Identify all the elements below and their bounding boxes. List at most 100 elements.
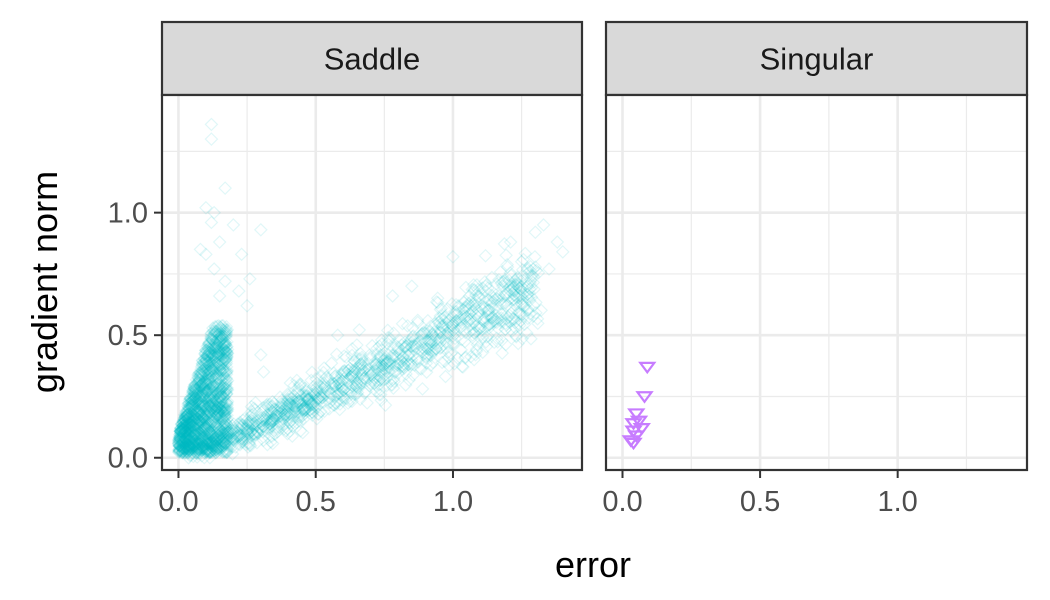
- data-point: [210, 400, 224, 415]
- data-point: [206, 384, 220, 399]
- data-point: [186, 380, 201, 394]
- data-point: [216, 400, 231, 415]
- data-point: [193, 406, 207, 420]
- data-point: [190, 445, 204, 460]
- data-point: [208, 439, 222, 454]
- data-point: [211, 408, 226, 423]
- data-point: [217, 409, 232, 424]
- data-point: [215, 323, 230, 338]
- data-point: [173, 427, 188, 441]
- data-point: [190, 421, 205, 436]
- data-point: [179, 408, 194, 422]
- data-point: [208, 415, 223, 430]
- data-point: [195, 405, 210, 419]
- data-point: [173, 432, 188, 447]
- data-point: [204, 354, 219, 369]
- data-point: [176, 419, 190, 433]
- data-point: [207, 404, 222, 419]
- data-point: [199, 357, 214, 372]
- data-point: [196, 422, 211, 436]
- data-point: [220, 396, 234, 410]
- data-point: [216, 387, 231, 401]
- data-point: [216, 344, 231, 359]
- data-point: [178, 413, 193, 428]
- data-point: [202, 355, 216, 370]
- data-point: [184, 429, 198, 444]
- data-point: [177, 441, 192, 455]
- data-point: [186, 437, 201, 452]
- data-point: [209, 442, 223, 457]
- data-point: [208, 397, 223, 412]
- data-point: [216, 347, 231, 362]
- data-point: [198, 374, 212, 389]
- data-point: [214, 399, 229, 414]
- data-point: [195, 412, 209, 427]
- data-point: [183, 409, 197, 424]
- data-point: [196, 426, 211, 441]
- data-point: [192, 383, 206, 398]
- data-point: [208, 324, 223, 339]
- data-point: [216, 379, 231, 394]
- data-point: [195, 369, 210, 384]
- data-point: [207, 354, 222, 369]
- data-point: [174, 444, 189, 459]
- data-point: [196, 389, 211, 404]
- data-point: [189, 382, 204, 396]
- data-point: [190, 404, 205, 419]
- data-point: [210, 392, 225, 406]
- data-point: [196, 424, 211, 438]
- data-point: [212, 346, 227, 361]
- data-point: [178, 426, 193, 441]
- data-point: [219, 430, 234, 444]
- data-point: [176, 441, 191, 456]
- data-point: [193, 416, 208, 430]
- data-point: [213, 348, 227, 362]
- data-point: [197, 399, 211, 414]
- data-point: [201, 415, 216, 429]
- data-point: [200, 384, 215, 399]
- data-point: [180, 427, 195, 441]
- data-point: [206, 385, 220, 400]
- data-point: [185, 418, 200, 433]
- data-point: [211, 344, 226, 359]
- data-point: [186, 407, 201, 422]
- data-point: [207, 337, 221, 352]
- data-point: [198, 382, 212, 396]
- data-point: [216, 444, 230, 459]
- data-point: [198, 383, 212, 398]
- data-point: [193, 404, 208, 419]
- data-point: [195, 433, 210, 448]
- data-point: [175, 422, 190, 436]
- data-point: [190, 443, 204, 458]
- data-point: [215, 330, 230, 344]
- data-point: [210, 394, 225, 408]
- data-point: [185, 412, 200, 426]
- data-point: [213, 439, 227, 454]
- data-point: [193, 370, 208, 385]
- data-point: [220, 398, 235, 412]
- data-point: [218, 423, 233, 438]
- data-point: [179, 439, 194, 454]
- data-point: [200, 426, 214, 441]
- data-point: [214, 382, 229, 397]
- data-point: [199, 378, 214, 393]
- data-point: [183, 413, 198, 427]
- data-point: [178, 414, 193, 429]
- data-point: [189, 444, 204, 459]
- data-point: [191, 427, 206, 442]
- data-point: [172, 431, 187, 446]
- data-point: [213, 433, 228, 448]
- data-point: [215, 332, 229, 346]
- data-point: [189, 372, 204, 387]
- data-point: [211, 442, 226, 457]
- data-point: [219, 344, 234, 359]
- data-point: [211, 439, 226, 453]
- data-point: [219, 380, 233, 395]
- data-point: [213, 436, 227, 451]
- data-point: [201, 445, 216, 459]
- data-point: [193, 408, 208, 422]
- data-point: [172, 427, 187, 442]
- data-point: [219, 366, 233, 380]
- data-point: [206, 321, 220, 335]
- data-point: [205, 430, 220, 445]
